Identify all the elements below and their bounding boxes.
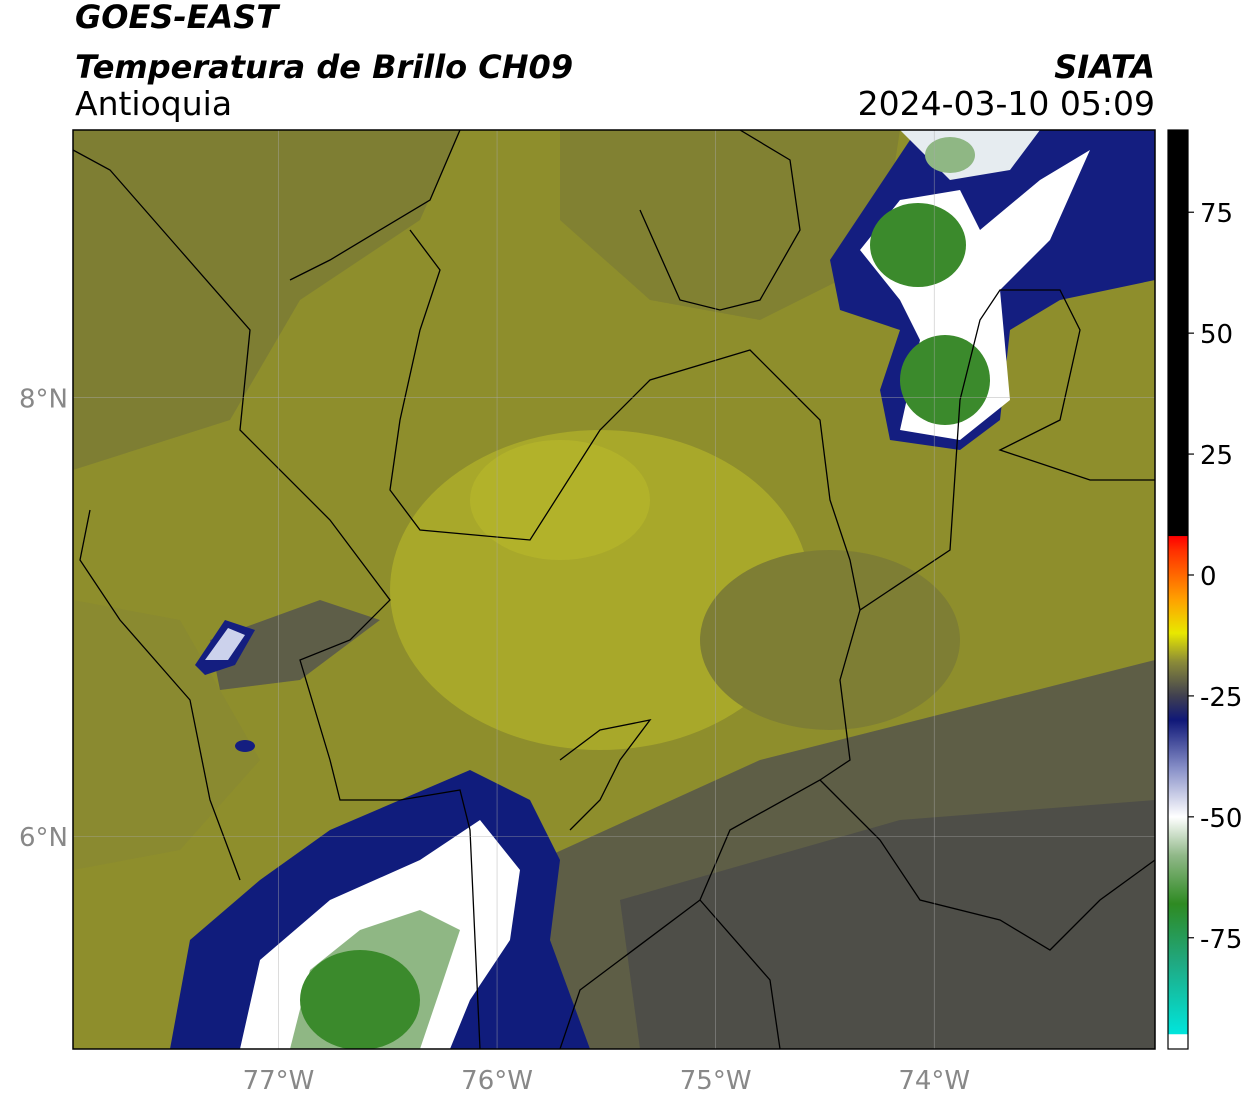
grid	[73, 130, 1155, 1049]
colorbar-tick-label: 50	[1200, 320, 1233, 350]
colorbar-tick-label: 25	[1200, 441, 1233, 471]
region: Antioquia	[75, 84, 232, 123]
colorbar-tick-label: -50	[1200, 804, 1242, 834]
y-tick-label: 6°N	[19, 823, 68, 853]
x-tick-label: 74°W	[898, 1066, 970, 1096]
colorbar-tick-label: -25	[1200, 683, 1242, 713]
colorbar-tick-label: 75	[1200, 199, 1233, 229]
y-tick-label: 8°N	[19, 385, 68, 415]
colorbar-tick-label: 0	[1200, 562, 1217, 592]
map-field	[73, 130, 1155, 1049]
timestamp: 2024-03-10 05:09	[858, 84, 1155, 123]
subtitle: Temperatura de Brillo CH09	[75, 48, 573, 86]
colorbar-tick-label: -75	[1200, 925, 1242, 955]
title: GOES-EAST	[75, 0, 280, 36]
map-frame	[72, 129, 1156, 1050]
x-tick-label: 76°W	[461, 1066, 533, 1096]
x-tick-label: 75°W	[680, 1066, 752, 1096]
x-tick-label: 77°W	[243, 1066, 315, 1096]
source: SIATA	[1054, 48, 1155, 86]
colorbar	[1167, 129, 1189, 1050]
